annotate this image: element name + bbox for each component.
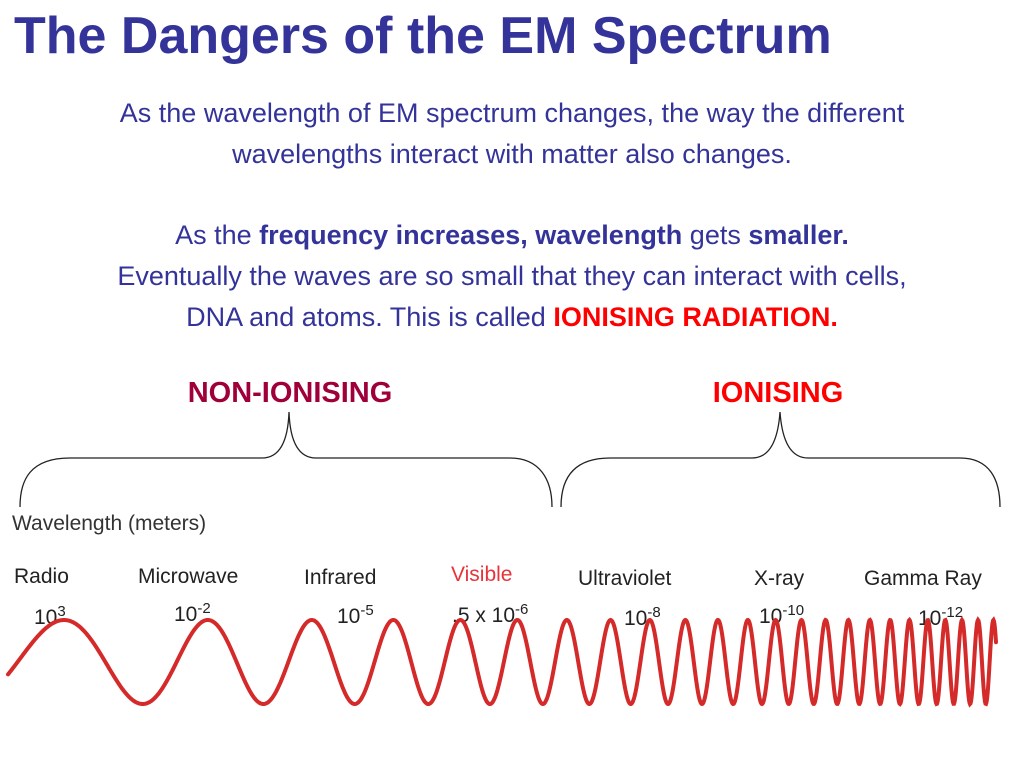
band-infrared-wavelength: 10-5 <box>337 602 374 629</box>
explanation-text-c: DNA and atoms. This is called <box>186 302 554 332</box>
band-visible-name: Visible <box>451 563 513 586</box>
band-xray-wavelength: 10-10 <box>759 602 804 629</box>
microwave-wavelength-base: 10 <box>174 603 198 626</box>
ionising-label: IONISING <box>712 377 844 409</box>
intro-line-1: As the wavelength of EM spectrum changes… <box>119 98 905 128</box>
non-ionising-brace <box>19 411 553 508</box>
explanation-line-1: As the frequency increases, wavelength g… <box>0 215 1024 256</box>
ultraviolet-wavelength-exponent: -8 <box>647 604 661 621</box>
infrared-wavelength-exponent: -5 <box>360 602 374 619</box>
band-gamma-name: Gamma Ray <box>864 567 982 590</box>
explanation-text: As the frequency increases, wavelength g… <box>0 215 1024 338</box>
category-braces <box>19 411 1001 508</box>
band-microwave-name: Microwave <box>138 565 239 588</box>
page-title: The Dangers of the EM Spectrum <box>14 7 832 65</box>
band-gamma-wavelength: 10-12 <box>918 604 963 631</box>
band-radio-name: Radio <box>14 565 69 588</box>
radio-wavelength-exponent: 3 <box>57 603 66 620</box>
band-xray-name: X-ray <box>754 567 805 590</box>
band-ultraviolet-wavelength: 10-8 <box>624 604 661 631</box>
non-ionising-label: NON-IONISING <box>187 377 393 409</box>
visible-wavelength-exponent: -6 <box>515 601 529 618</box>
explanation-bold-frequency: frequency increases, wavelength <box>259 220 683 250</box>
gamma-wavelength-exponent: -12 <box>941 604 964 621</box>
visible-wavelength-base: .5 x 10 <box>452 604 516 627</box>
explanation-text-b: gets <box>682 220 749 250</box>
microwave-wavelength-exponent: -2 <box>197 600 211 617</box>
em-wave-line <box>6 616 998 708</box>
band-visible-wavelength: .5 x 10-6 <box>452 601 528 628</box>
xray-wavelength-exponent: -10 <box>782 602 805 619</box>
explanation-period: . <box>830 302 838 332</box>
ultraviolet-wavelength-base: 10 <box>624 607 648 630</box>
explanation-line-2: Eventually the waves are so small that t… <box>117 261 907 291</box>
ionising-radiation-term: IONISING RADIATION <box>553 302 831 332</box>
intro-line-2: wavelengths interact with matter also ch… <box>232 139 792 169</box>
em-wave-graphic <box>6 616 998 708</box>
gamma-wavelength-base: 10 <box>918 607 942 630</box>
intro-text: As the wavelength of EM spectrum changes… <box>0 93 1024 175</box>
wavelength-axis-label: Wavelength (meters) <box>12 512 207 535</box>
ionising-brace <box>560 411 1001 508</box>
band-infrared-name: Infrared <box>304 566 377 589</box>
band-microwave-wavelength: 10-2 <box>174 600 211 627</box>
explanation-bold-smaller: smaller. <box>748 220 849 250</box>
explanation-line-3: DNA and atoms. This is called IONISING R… <box>0 297 1024 338</box>
band-ultraviolet-name: Ultraviolet <box>578 567 672 590</box>
explanation-text-a: As the <box>175 220 260 250</box>
infrared-wavelength-base: 10 <box>337 605 361 628</box>
